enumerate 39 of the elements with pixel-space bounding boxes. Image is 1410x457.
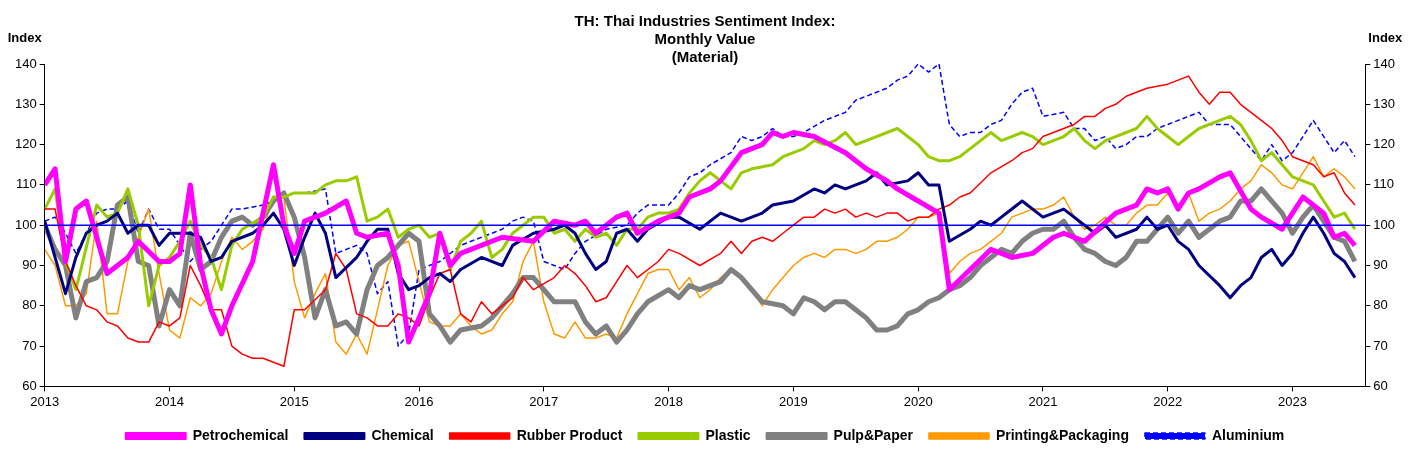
legend-label: Aluminium bbox=[1211, 426, 1285, 443]
x-tick-label: 2023 bbox=[1278, 393, 1307, 409]
y2-tick-label: 90 bbox=[1373, 257, 1388, 273]
y2-tick-label: 110 bbox=[1373, 176, 1395, 192]
y-tick-label: 90 bbox=[22, 257, 37, 273]
y-tick-label: 120 bbox=[14, 136, 37, 152]
y2-tick-label: 60 bbox=[1373, 377, 1388, 393]
y-tick-label: 140 bbox=[14, 55, 37, 71]
x-tick-label: 2017 bbox=[529, 393, 559, 409]
y-axis-title: Index bbox=[7, 29, 43, 45]
legend-label: Rubber Product bbox=[516, 426, 623, 443]
x-tick-label: 2021 bbox=[1028, 393, 1058, 409]
x-tick-label: 2013 bbox=[30, 393, 60, 409]
y2-axis-title: Index bbox=[1368, 29, 1404, 45]
legend-label: Petrochemical bbox=[192, 426, 289, 443]
y2-tick-label: 120 bbox=[1373, 136, 1396, 152]
y-tick-label: 130 bbox=[14, 95, 37, 111]
y-tick-label: 80 bbox=[22, 297, 37, 313]
x-tick-label: 2016 bbox=[404, 393, 434, 409]
x-tick-label: 2015 bbox=[279, 393, 309, 409]
legend-label: Plastic bbox=[705, 426, 751, 443]
y2-tick-label: 140 bbox=[1373, 55, 1396, 71]
legend-label: Chemical bbox=[371, 426, 434, 443]
legend-label: Printing&Packaging bbox=[995, 426, 1129, 443]
x-tick-label: 2020 bbox=[903, 393, 933, 409]
y-tick-label: 70 bbox=[22, 337, 37, 353]
y2-tick-label: 100 bbox=[1373, 216, 1396, 232]
legend-label: Pulp&Paper bbox=[833, 426, 914, 443]
y2-tick-label: 70 bbox=[1373, 337, 1388, 353]
y2-tick-label: 80 bbox=[1373, 297, 1388, 313]
x-tick-label: 2014 bbox=[155, 393, 184, 409]
y2-tick-label: 130 bbox=[1373, 95, 1396, 111]
x-tick-label: 2018 bbox=[654, 393, 684, 409]
chart-title: TH: Thai Industries Sentiment Index: Monthly Value (Material) bbox=[574, 12, 836, 66]
y-tick-label: 60 bbox=[22, 377, 37, 393]
y-tick-label: 110 bbox=[15, 176, 37, 192]
x-tick-label: 2019 bbox=[778, 393, 808, 409]
y-tick-label: 100 bbox=[14, 216, 37, 232]
x-tick-label: 2022 bbox=[1153, 393, 1183, 409]
